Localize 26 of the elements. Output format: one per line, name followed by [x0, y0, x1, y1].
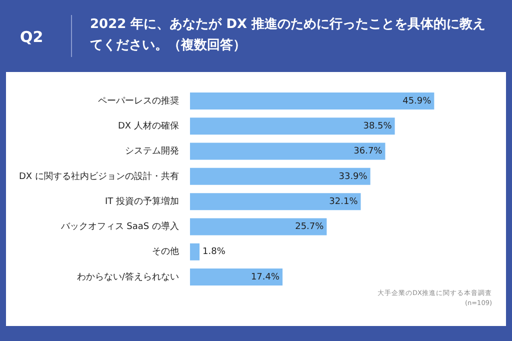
data-label: 38.5% [363, 121, 392, 132]
data-label: 25.7% [295, 222, 324, 232]
bar [190, 92, 434, 110]
data-label: 33.9% [338, 172, 368, 182]
bar [190, 218, 327, 236]
bar [190, 268, 283, 286]
y-tick-label: その他 [152, 246, 179, 258]
bar [190, 142, 386, 160]
y-tick-label: わからない/答えられない [76, 271, 179, 282]
text: Q2 [20, 28, 44, 46]
y-tick-label: システム開発 [124, 146, 179, 157]
data-label: 1.8% [202, 247, 226, 258]
data-label: 45.9% [402, 96, 432, 106]
y-tick-label: ペーパーレスの推奨 [98, 95, 179, 106]
bar [190, 168, 370, 185]
bar [190, 243, 200, 260]
y-tick-label: DX 人材の確保 [118, 120, 179, 132]
y-tick-label: DX に関する社内ビジョンの設計・共有 [18, 170, 179, 182]
bar [190, 118, 395, 135]
y-tick-label: バックオフィス SaaS の導入 [60, 221, 179, 232]
data-label: 17.4% [250, 272, 280, 282]
bar [190, 193, 361, 210]
data-label: 36.7% [354, 146, 383, 157]
chart-title: 2022 年に、あなたが DX 推進のために行ったことを具体的に教えてください。（複数回答） [90, 16, 487, 55]
data-label: 32.1% [329, 196, 358, 207]
y-tick-label: IT 投資の予算増加 [104, 196, 179, 207]
